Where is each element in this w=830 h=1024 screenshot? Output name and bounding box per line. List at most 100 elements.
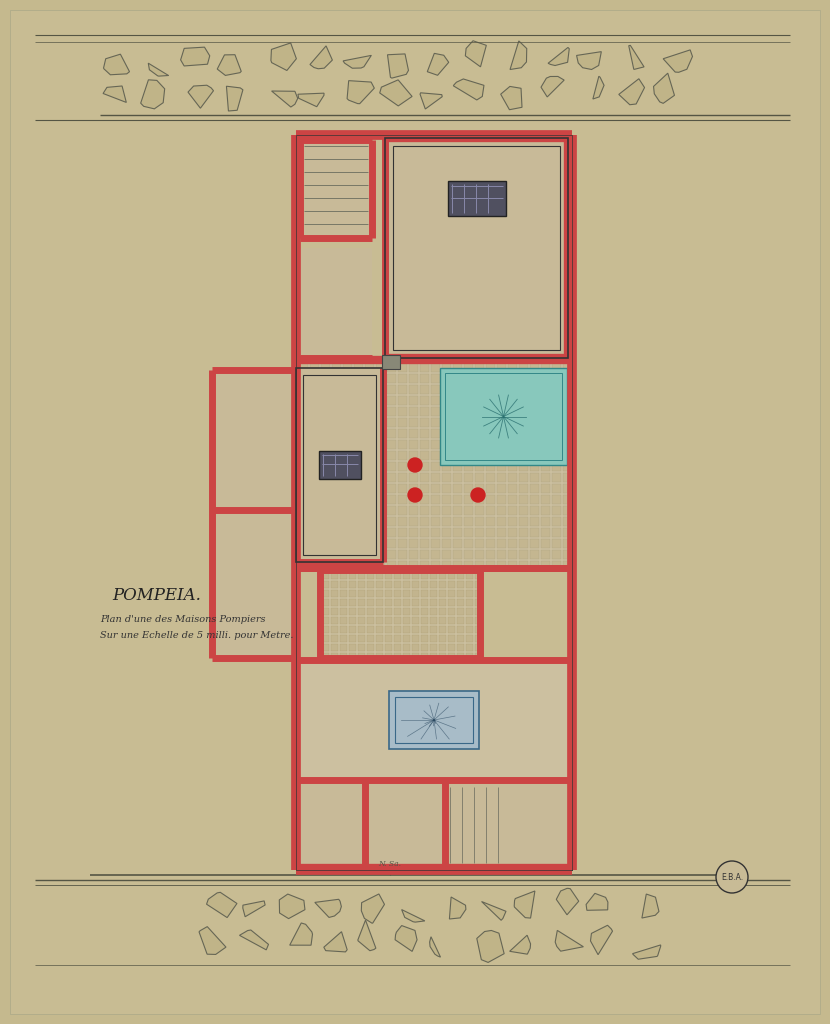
Bar: [332, 539, 341, 548]
Polygon shape: [548, 47, 569, 66]
Bar: [563, 550, 572, 559]
Bar: [340, 653, 347, 660]
Bar: [354, 473, 363, 482]
Bar: [310, 561, 319, 570]
Bar: [421, 644, 428, 651]
Bar: [403, 653, 410, 660]
Bar: [343, 462, 352, 471]
Bar: [332, 407, 341, 416]
Bar: [387, 407, 396, 416]
Bar: [563, 362, 572, 372]
Bar: [385, 644, 392, 651]
Bar: [389, 691, 479, 749]
Bar: [299, 396, 308, 406]
Bar: [409, 418, 418, 427]
Bar: [453, 495, 462, 504]
Bar: [508, 429, 517, 438]
Bar: [412, 653, 419, 660]
Bar: [519, 473, 528, 482]
Bar: [354, 528, 363, 537]
Bar: [299, 440, 308, 449]
Polygon shape: [556, 889, 579, 914]
Bar: [448, 599, 455, 606]
Bar: [354, 385, 363, 394]
Bar: [475, 462, 484, 471]
Bar: [457, 635, 464, 642]
Bar: [358, 572, 365, 579]
Bar: [332, 528, 341, 537]
Bar: [296, 660, 572, 780]
Bar: [508, 506, 517, 515]
Bar: [519, 418, 528, 427]
Bar: [508, 561, 517, 570]
Text: E.B.A.: E.B.A.: [721, 872, 743, 882]
Polygon shape: [590, 926, 613, 954]
Polygon shape: [653, 73, 675, 103]
Bar: [332, 451, 341, 460]
Bar: [552, 418, 561, 427]
Bar: [552, 506, 561, 515]
Bar: [332, 418, 341, 427]
Bar: [398, 462, 407, 471]
Bar: [530, 561, 539, 570]
Polygon shape: [343, 55, 371, 69]
Bar: [541, 385, 550, 394]
Bar: [365, 495, 374, 504]
Bar: [563, 517, 572, 526]
Bar: [385, 617, 392, 624]
Bar: [376, 462, 385, 471]
Bar: [497, 407, 506, 416]
Bar: [354, 362, 363, 372]
Bar: [439, 590, 446, 597]
Bar: [332, 506, 341, 515]
Bar: [387, 517, 396, 526]
Bar: [420, 362, 429, 372]
Bar: [457, 599, 464, 606]
Bar: [300, 248, 372, 358]
Bar: [403, 572, 410, 579]
Bar: [486, 418, 495, 427]
Bar: [431, 506, 440, 515]
Bar: [412, 626, 419, 633]
Bar: [563, 418, 572, 427]
Polygon shape: [515, 891, 535, 919]
Bar: [497, 418, 506, 427]
Bar: [385, 599, 392, 606]
Bar: [376, 635, 383, 642]
Bar: [332, 473, 341, 482]
Bar: [530, 462, 539, 471]
Bar: [453, 418, 462, 427]
Polygon shape: [199, 927, 226, 954]
Bar: [486, 517, 495, 526]
Polygon shape: [663, 50, 692, 73]
Bar: [475, 418, 484, 427]
Bar: [530, 440, 539, 449]
Polygon shape: [271, 91, 298, 108]
Bar: [354, 517, 363, 526]
Bar: [365, 407, 374, 416]
Bar: [563, 429, 572, 438]
Bar: [310, 539, 319, 548]
Bar: [365, 451, 374, 460]
Bar: [475, 484, 484, 493]
Bar: [387, 362, 396, 372]
Bar: [457, 590, 464, 597]
Bar: [398, 539, 407, 548]
Bar: [310, 362, 319, 372]
Bar: [442, 484, 451, 493]
Polygon shape: [510, 41, 527, 70]
Bar: [519, 396, 528, 406]
Bar: [430, 599, 437, 606]
Bar: [453, 451, 462, 460]
Bar: [563, 462, 572, 471]
Bar: [349, 599, 356, 606]
Bar: [475, 451, 484, 460]
Bar: [420, 484, 429, 493]
Bar: [453, 506, 462, 515]
Polygon shape: [243, 901, 265, 916]
Bar: [343, 473, 352, 482]
Bar: [439, 626, 446, 633]
Bar: [412, 590, 419, 597]
Bar: [448, 590, 455, 597]
Bar: [453, 396, 462, 406]
